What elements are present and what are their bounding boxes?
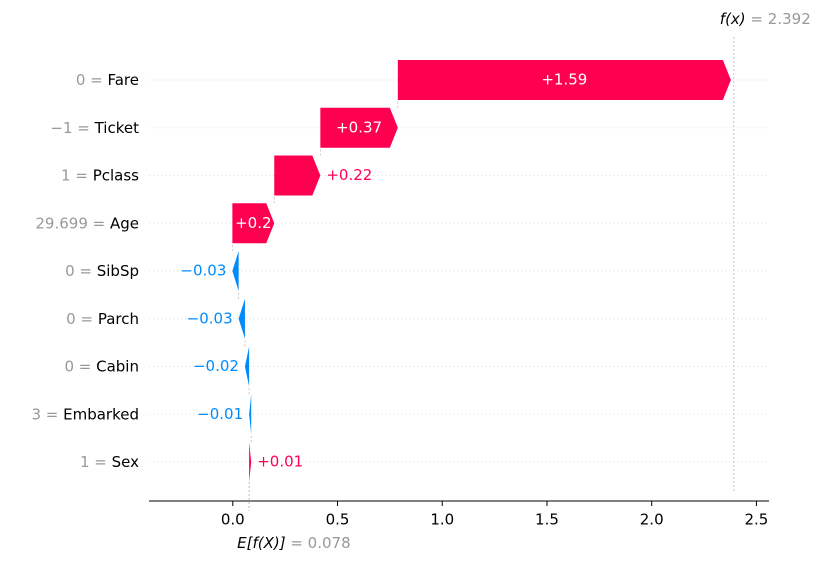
feature-value: 1 =	[80, 453, 107, 471]
feature-value: 0 =	[76, 71, 103, 89]
base-label: E[f(X)]	[237, 534, 286, 552]
feature-label: 0 = Fare	[76, 71, 139, 89]
feature-value: 29.699 =	[35, 214, 105, 232]
bar	[232, 203, 275, 244]
feature-name: Pclass	[93, 166, 139, 184]
bar	[397, 60, 731, 100]
bar	[249, 442, 252, 482]
value-label: −0.02	[193, 357, 239, 375]
bar	[238, 298, 245, 339]
x-tick-label: 0.0	[221, 511, 245, 529]
feature-name: Cabin	[96, 357, 139, 375]
feature-label: 0 = Parch	[66, 309, 139, 327]
value-label: +0.22	[326, 166, 372, 184]
x-tick-label: 1.0	[430, 511, 454, 529]
feature-label: 1 = Pclass	[61, 166, 139, 184]
value-label: −0.03	[187, 309, 233, 327]
value-label: −0.03	[180, 262, 226, 280]
feature-label: 29.699 = Age	[35, 214, 139, 232]
value-label: +0.01	[257, 453, 303, 471]
output-value-text: = 2.392	[750, 10, 810, 28]
value-label: −0.01	[197, 405, 243, 423]
feature-label: 3 = Embarked	[31, 405, 139, 423]
feature-value: 0 =	[64, 357, 91, 375]
base-annotation: E[f(X)] = 0.078	[237, 534, 351, 552]
output-label: f(x)	[720, 10, 746, 28]
feature-value: −1 =	[50, 118, 89, 136]
feature-name: Age	[110, 214, 139, 232]
x-tick-label: 2.0	[640, 511, 664, 529]
base-value-text: = 0.078	[290, 534, 350, 552]
feature-value: 3 =	[31, 405, 58, 423]
feature-name: Ticket	[94, 118, 139, 136]
value-label: +0.2	[235, 214, 271, 232]
value-label: +1.59	[541, 71, 587, 89]
x-tick-label: 1.5	[535, 511, 559, 529]
x-tick-label: 0.5	[326, 511, 350, 529]
bar	[274, 155, 321, 196]
feature-name: Fare	[107, 71, 139, 89]
feature-value: 0 =	[65, 262, 92, 280]
bar	[249, 394, 252, 435]
bar	[244, 346, 250, 387]
bar	[320, 107, 398, 148]
feature-name: Parch	[98, 309, 139, 327]
value-label: +0.37	[336, 118, 382, 136]
feature-name: Sex	[112, 453, 139, 471]
feature-label: 0 = Cabin	[64, 357, 139, 375]
bar	[232, 251, 239, 291]
feature-value: 1 =	[61, 166, 88, 184]
feature-name: SibSp	[97, 262, 139, 280]
feature-value: 0 =	[66, 309, 93, 327]
feature-label: −1 = Ticket	[50, 118, 139, 136]
x-tick-label: 2.5	[745, 511, 769, 529]
feature-label: 0 = SibSp	[65, 262, 139, 280]
feature-label: 1 = Sex	[80, 453, 139, 471]
feature-name: Embarked	[63, 405, 139, 423]
output-annotation: f(x) = 2.392	[720, 10, 811, 28]
